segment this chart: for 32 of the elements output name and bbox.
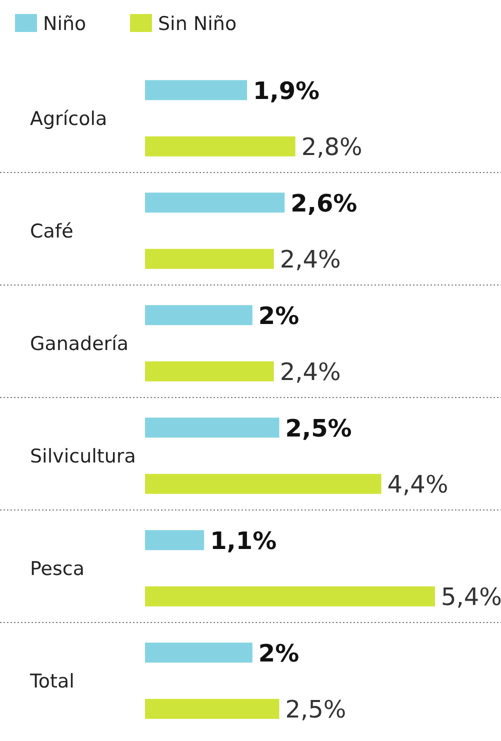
- data-label: 2,5%: [285, 414, 352, 442]
- bar: [145, 361, 274, 382]
- y-tick-label: Agrícola: [30, 108, 108, 130]
- y-tick-label: Pesca: [30, 558, 84, 580]
- y-tick-label: Silvicultura: [30, 446, 136, 468]
- y-tick-label: Total: [29, 670, 74, 693]
- bar: [145, 305, 252, 326]
- bar: [145, 698, 280, 719]
- legend-label: Sin Niño: [158, 12, 237, 35]
- data-label: 2,5%: [285, 696, 346, 724]
- data-label: 5,4%: [441, 583, 501, 612]
- y-tick-label: Ganadería: [30, 333, 129, 356]
- data-label: 2,4%: [280, 358, 341, 386]
- legend-label: Niño: [43, 12, 86, 35]
- data-label: 1,1%: [210, 526, 277, 555]
- data-label: 2,4%: [280, 246, 341, 274]
- data-label: 2%: [258, 639, 300, 668]
- data-label: 2,8%: [301, 133, 362, 162]
- bar: [145, 192, 285, 213]
- bar: [145, 80, 248, 100]
- data-label: 2,6%: [290, 189, 358, 218]
- data-label: 1,9%: [253, 76, 320, 105]
- bar: [145, 248, 274, 269]
- data-label: 2%: [258, 302, 300, 330]
- bar: [145, 530, 204, 550]
- bar: [145, 136, 296, 156]
- data-label: 4,4%: [387, 470, 448, 499]
- bar: [145, 474, 382, 494]
- bar: [145, 586, 435, 606]
- bar: [145, 418, 280, 438]
- y-tick-label: Café: [30, 220, 74, 243]
- bar: [145, 642, 252, 663]
